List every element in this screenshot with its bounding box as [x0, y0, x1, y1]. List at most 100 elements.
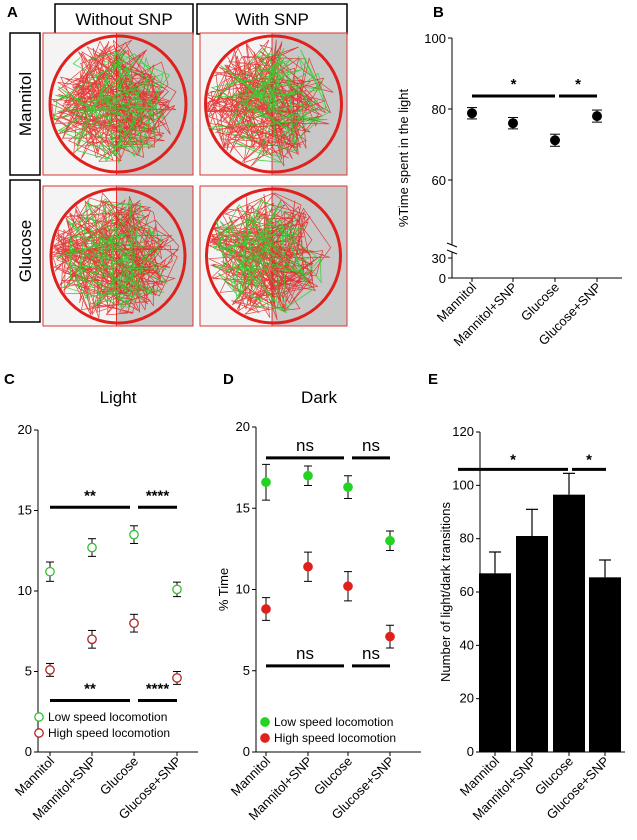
significance-label: ns [362, 644, 380, 663]
low-speed-track [212, 197, 322, 313]
y-tick-label: 60 [460, 584, 474, 599]
significance-label: * [586, 451, 592, 468]
data-point-low-speed [343, 482, 353, 492]
axis-break-mark [446, 249, 458, 255]
y-tick-label: 0 [243, 744, 250, 759]
data-point-high-speed [45, 665, 55, 675]
y-tick-label: 20 [18, 422, 32, 437]
arena-image [42, 32, 194, 176]
data-point-high-speed [385, 631, 395, 642]
bar [589, 577, 621, 752]
row-label-box [9, 179, 41, 323]
arena-boundary [49, 187, 187, 325]
axis-break-mark [446, 242, 458, 248]
y-tick-label: 0 [25, 744, 32, 759]
arena-boundary [205, 187, 342, 325]
data-point-low-speed [45, 566, 55, 577]
y-tick-label: 40 [460, 637, 474, 652]
panel-label-a: A [7, 4, 18, 21]
y-tick-label: 30 [432, 251, 446, 266]
panel-c-chart: 05101520LightMannitolMannitol+SNPGlucose… [12, 388, 198, 823]
bar [553, 494, 585, 752]
row-label-box [9, 32, 41, 176]
data-point-low-speed [129, 529, 139, 540]
bar [479, 573, 511, 752]
data-point-low-speed [303, 470, 313, 481]
significance-label: **** [146, 487, 170, 504]
arena-boundary [48, 34, 188, 174]
significance-label: **** [146, 680, 170, 697]
column-header-with-snp: With SNP [235, 10, 309, 29]
data-point-high-speed [129, 618, 139, 629]
y-tick-label: 10 [236, 582, 250, 597]
low-speed-track [207, 47, 330, 163]
y-tick-label: 5 [243, 663, 250, 678]
y-axis-title: % Time [216, 568, 231, 611]
significance-label: ns [296, 644, 314, 663]
legend-label: High speed locomotion [48, 726, 170, 740]
legend-label: High speed locomotion [274, 731, 396, 745]
legend-marker [260, 733, 270, 743]
column-header-box [54, 3, 194, 35]
y-tick-label: 20 [460, 691, 474, 706]
data-point [467, 108, 477, 119]
row-label-mannitol: Mannitol [16, 72, 35, 136]
significance-label: ns [296, 436, 314, 455]
panel-labels: A B C D E [4, 4, 444, 388]
y-tick-label: 15 [18, 503, 32, 518]
data-point-low-speed [172, 584, 182, 595]
data-point-low-speed [385, 535, 395, 546]
y-tick-label: 20 [236, 419, 250, 434]
data-point-low-speed [261, 477, 271, 488]
chart-title: Light [100, 388, 137, 407]
data-point-high-speed [172, 673, 182, 683]
panel-label-e: E [428, 371, 438, 388]
y-tick-label: 100 [424, 31, 446, 46]
y-tick-label: 60 [432, 173, 446, 188]
panel-label-b: B [433, 4, 444, 21]
significance-label: * [510, 451, 516, 468]
low-speed-track [55, 198, 168, 309]
data-point-high-speed [87, 634, 97, 645]
chart-title: Dark [301, 388, 337, 407]
y-tick-label: 15 [236, 500, 250, 515]
arena-image [42, 185, 194, 327]
panel-e-chart: 020406080100120MannitolMannitol+SNPGluco… [438, 424, 625, 823]
panel-label-d: D [223, 371, 234, 388]
y-tick-label: 0 [467, 744, 474, 759]
y-tick-label: 120 [452, 424, 474, 439]
significance-label: ** [84, 680, 96, 697]
significance-label: ns [362, 436, 380, 455]
y-axis-title: Number of light/dark transitions [438, 502, 453, 682]
x-tick-label: Glucose+SNP [544, 754, 613, 823]
arena-boundary [204, 34, 343, 174]
data-point [550, 135, 560, 146]
data-point [508, 118, 518, 129]
significance-label: ** [84, 487, 96, 504]
data-point-high-speed [343, 581, 353, 592]
significance-label: * [511, 76, 517, 93]
panel-a: Without SNP With SNP Mannitol Glucose [9, 3, 348, 327]
panel-b-chart: 0306080100MannitolMannitol+SNPGlucoseGlu… [396, 31, 622, 349]
panel-label-c: C [4, 371, 15, 388]
data-point-high-speed [261, 604, 271, 614]
y-tick-label: 5 [25, 664, 32, 679]
row-label-glucose: Glucose [16, 220, 35, 282]
y-tick-label: 80 [432, 102, 446, 117]
y-tick-label: 10 [18, 583, 32, 598]
data-point-low-speed [87, 542, 97, 553]
bar [516, 536, 548, 752]
data-point-high-speed [303, 561, 313, 572]
legend-label: Low speed locomotion [48, 710, 167, 724]
significance-label: * [575, 76, 581, 93]
low-speed-track [53, 49, 171, 164]
y-axis-title: %Time spent in the light [396, 88, 411, 227]
arena-image [199, 32, 348, 176]
y-tick-label: 100 [452, 477, 474, 492]
legend-marker [34, 728, 44, 738]
data-point [592, 111, 602, 122]
legend-label: Low speed locomotion [274, 715, 393, 729]
legend-marker [34, 712, 44, 722]
